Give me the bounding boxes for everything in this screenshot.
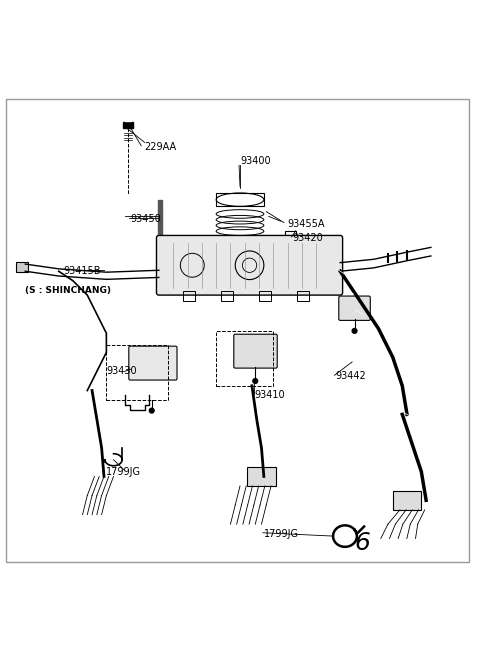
Text: 93455A: 93455A: [288, 219, 325, 229]
Bar: [107, 345, 168, 400]
Circle shape: [352, 328, 357, 333]
Bar: [216, 193, 264, 206]
Text: 93420: 93420: [292, 233, 323, 243]
Text: 93450: 93450: [130, 214, 161, 224]
FancyBboxPatch shape: [129, 346, 177, 380]
Text: 93415B: 93415B: [63, 266, 101, 276]
Text: 93400: 93400: [240, 156, 271, 166]
Text: 229AA: 229AA: [144, 142, 177, 152]
Circle shape: [149, 408, 154, 413]
Text: 1799JG: 1799JG: [264, 529, 299, 539]
FancyBboxPatch shape: [339, 296, 370, 321]
Bar: [183, 291, 195, 302]
Text: 93430: 93430: [107, 367, 137, 376]
Circle shape: [253, 378, 258, 384]
Bar: [124, 118, 131, 122]
Text: 6: 6: [355, 532, 371, 555]
FancyBboxPatch shape: [156, 235, 343, 295]
Text: 1799JG: 1799JG: [107, 466, 142, 477]
Bar: [393, 491, 421, 510]
Bar: [216, 331, 274, 386]
Bar: [259, 291, 271, 302]
Text: 93410: 93410: [254, 390, 285, 400]
Text: (S : SHINCHANG): (S : SHINCHANG): [25, 286, 111, 295]
Bar: [16, 261, 28, 272]
Bar: [288, 242, 293, 248]
Bar: [285, 231, 296, 250]
FancyBboxPatch shape: [234, 334, 277, 368]
Text: 93442: 93442: [336, 371, 366, 381]
Bar: [158, 200, 162, 235]
Bar: [297, 291, 309, 302]
Bar: [221, 291, 233, 302]
Bar: [247, 467, 276, 486]
Bar: [123, 122, 132, 128]
